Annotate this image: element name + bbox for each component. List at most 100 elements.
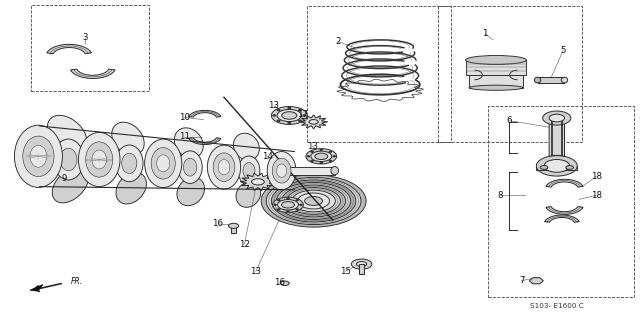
Circle shape: [252, 179, 264, 185]
Circle shape: [282, 185, 346, 217]
Circle shape: [296, 200, 298, 201]
Circle shape: [543, 111, 571, 125]
Circle shape: [271, 180, 356, 222]
Bar: [469, 75, 523, 88]
Ellipse shape: [331, 167, 339, 175]
Circle shape: [282, 112, 297, 119]
Circle shape: [273, 197, 303, 212]
Circle shape: [280, 281, 289, 286]
Polygon shape: [549, 119, 564, 156]
Ellipse shape: [79, 132, 120, 187]
Circle shape: [351, 259, 372, 269]
Ellipse shape: [561, 77, 568, 83]
Bar: [31, 5, 149, 91]
Circle shape: [298, 109, 301, 111]
Ellipse shape: [469, 85, 523, 90]
Ellipse shape: [238, 156, 260, 185]
Text: 8: 8: [498, 191, 503, 200]
Text: 6: 6: [506, 116, 511, 125]
Ellipse shape: [534, 77, 541, 83]
Polygon shape: [30, 285, 43, 290]
Circle shape: [320, 162, 323, 163]
Circle shape: [356, 262, 367, 267]
Text: 3: 3: [83, 33, 88, 42]
Text: 16: 16: [212, 219, 223, 228]
Text: 10: 10: [179, 113, 190, 122]
Bar: [287, 167, 335, 175]
Circle shape: [311, 151, 314, 152]
Circle shape: [288, 107, 291, 109]
Ellipse shape: [218, 160, 230, 175]
Polygon shape: [189, 138, 221, 145]
Circle shape: [544, 160, 570, 172]
Bar: [438, 6, 582, 142]
Circle shape: [311, 151, 332, 161]
Ellipse shape: [53, 139, 84, 180]
Ellipse shape: [151, 148, 175, 179]
Circle shape: [271, 107, 307, 124]
Ellipse shape: [145, 139, 182, 188]
Ellipse shape: [116, 145, 143, 182]
Circle shape: [273, 115, 276, 116]
Ellipse shape: [52, 167, 88, 203]
Ellipse shape: [184, 158, 196, 176]
Circle shape: [278, 200, 280, 201]
Polygon shape: [546, 207, 583, 214]
Circle shape: [287, 188, 340, 214]
Circle shape: [292, 190, 335, 212]
Ellipse shape: [47, 115, 87, 152]
Circle shape: [288, 122, 291, 124]
Ellipse shape: [157, 155, 170, 172]
Bar: [538, 77, 564, 83]
Circle shape: [261, 175, 366, 227]
Circle shape: [278, 200, 298, 210]
Bar: [231, 226, 236, 233]
Text: 15: 15: [340, 267, 351, 276]
Circle shape: [329, 160, 332, 161]
Circle shape: [228, 223, 239, 228]
Circle shape: [298, 120, 301, 122]
Circle shape: [276, 182, 351, 219]
Ellipse shape: [466, 56, 526, 64]
Bar: [488, 106, 634, 297]
Text: 18: 18: [591, 172, 602, 181]
Ellipse shape: [177, 177, 205, 206]
Circle shape: [296, 209, 298, 210]
Text: 11: 11: [179, 132, 190, 141]
Circle shape: [315, 153, 328, 160]
Ellipse shape: [268, 152, 296, 190]
Ellipse shape: [213, 153, 235, 182]
Circle shape: [266, 177, 361, 225]
Polygon shape: [546, 179, 583, 187]
Circle shape: [549, 114, 564, 122]
Circle shape: [309, 120, 318, 124]
Polygon shape: [47, 44, 92, 54]
Ellipse shape: [243, 163, 255, 179]
Text: 13: 13: [307, 142, 318, 151]
Ellipse shape: [234, 133, 259, 160]
Ellipse shape: [276, 164, 287, 177]
Ellipse shape: [174, 128, 204, 158]
Text: 7: 7: [519, 276, 524, 285]
Ellipse shape: [116, 173, 147, 204]
Text: 1: 1: [483, 29, 488, 38]
Text: FR.: FR.: [70, 277, 83, 286]
Text: 14: 14: [262, 152, 273, 161]
Text: 13: 13: [250, 267, 262, 276]
Text: 2: 2: [335, 37, 340, 46]
Circle shape: [311, 160, 314, 161]
Ellipse shape: [178, 151, 202, 183]
Text: 16: 16: [274, 278, 285, 287]
Circle shape: [305, 197, 323, 205]
Circle shape: [277, 109, 280, 111]
Ellipse shape: [112, 122, 144, 155]
Circle shape: [278, 209, 280, 210]
Circle shape: [536, 156, 577, 176]
Text: S103- E1600 C: S103- E1600 C: [530, 303, 584, 308]
Circle shape: [282, 202, 294, 208]
Ellipse shape: [14, 125, 63, 188]
Ellipse shape: [92, 150, 106, 169]
Polygon shape: [300, 115, 328, 129]
Text: 17: 17: [296, 110, 308, 119]
Text: 13: 13: [268, 101, 280, 110]
